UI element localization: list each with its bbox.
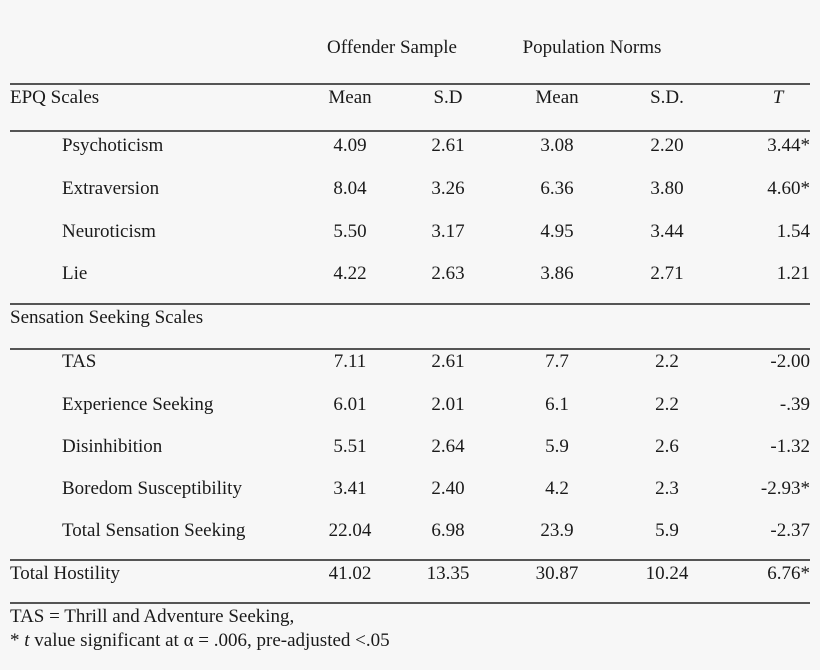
cell-label: Experience Seeking bbox=[62, 394, 214, 415]
section-heading-sss: Sensation Seeking Scales bbox=[10, 307, 204, 328]
cell-t: 4.60* bbox=[767, 178, 810, 199]
cell-sd1: 3.26 bbox=[431, 178, 465, 199]
footnote-significance: * t value significant at α = .006, pre-a… bbox=[10, 630, 390, 651]
col-header-mean-offender: Mean bbox=[328, 87, 372, 108]
cell-sd1: 2.61 bbox=[431, 135, 465, 156]
cell-label: Boredom Susceptibility bbox=[62, 478, 242, 499]
cell-m1: 22.04 bbox=[328, 520, 372, 541]
cell-sd1: 2.64 bbox=[431, 436, 465, 457]
col-header-label: EPQ Scales bbox=[10, 87, 100, 108]
cell-sd1: 2.61 bbox=[431, 351, 465, 372]
col-header-sd-offender: S.D bbox=[433, 87, 463, 108]
cell-m1: 5.51 bbox=[333, 436, 367, 457]
group-header-offender: Offender Sample bbox=[327, 37, 457, 58]
cell-m2: 3.08 bbox=[540, 135, 574, 156]
rule-top bbox=[10, 83, 810, 85]
rule-bottom bbox=[10, 602, 810, 604]
cell-m2: 5.9 bbox=[545, 436, 569, 457]
cell-m1: 4.09 bbox=[333, 135, 367, 156]
cell-sd2: 10.24 bbox=[645, 563, 689, 584]
cell-t: -2.37 bbox=[770, 520, 810, 541]
cell-t: -1.32 bbox=[770, 436, 810, 457]
cell-label: Lie bbox=[62, 263, 88, 284]
cell-sd1: 13.35 bbox=[426, 563, 470, 584]
cell-m2: 7.7 bbox=[545, 351, 569, 372]
cell-t: 6.76* bbox=[767, 563, 810, 584]
cell-sd2: 2.71 bbox=[650, 263, 684, 284]
cell-sd2: 3.44 bbox=[650, 221, 684, 242]
rule-sss bbox=[10, 559, 810, 561]
cell-sd1: 2.01 bbox=[431, 394, 465, 415]
cell-m1: 4.22 bbox=[333, 263, 367, 284]
col-header-mean-population: Mean bbox=[535, 87, 579, 108]
cell-m2: 6.1 bbox=[545, 394, 569, 415]
cell-sd2: 2.3 bbox=[655, 478, 679, 499]
cell-m1: 5.50 bbox=[333, 221, 367, 242]
cell-m2: 30.87 bbox=[535, 563, 579, 584]
rule-sss-heading bbox=[10, 348, 810, 350]
cell-t: 1.54 bbox=[776, 221, 810, 242]
rule-epq bbox=[10, 303, 810, 305]
cell-m1: 8.04 bbox=[333, 178, 367, 199]
cell-sd1: 3.17 bbox=[431, 221, 465, 242]
cell-m1: 41.02 bbox=[328, 563, 372, 584]
cell-sd1: 2.40 bbox=[431, 478, 465, 499]
cell-m1: 6.01 bbox=[333, 394, 367, 415]
cell-sd2: 5.9 bbox=[655, 520, 679, 541]
cell-t: -2.93* bbox=[760, 478, 810, 499]
cell-label: Total Hostility bbox=[10, 563, 121, 584]
cell-label: Extraversion bbox=[62, 178, 160, 199]
col-header-sd-population: S.D. bbox=[650, 87, 684, 108]
cell-m1: 7.11 bbox=[333, 351, 367, 372]
footnote-abbreviation: TAS = Thrill and Adventure Seeking, bbox=[10, 606, 295, 627]
group-header-population: Population Norms bbox=[522, 37, 662, 58]
cell-sd1: 2.63 bbox=[431, 263, 465, 284]
cell-sd2: 2.2 bbox=[655, 394, 679, 415]
cell-m2: 6.36 bbox=[540, 178, 574, 199]
cell-label: Disinhibition bbox=[62, 436, 163, 457]
cell-sd2: 3.80 bbox=[650, 178, 684, 199]
cell-sd2: 2.6 bbox=[655, 436, 679, 457]
cell-m2: 4.2 bbox=[545, 478, 569, 499]
col-header-t: T bbox=[772, 87, 784, 108]
cell-label: Total Sensation Seeking bbox=[62, 520, 246, 541]
cell-t: -.39 bbox=[779, 394, 810, 415]
cell-m1: 3.41 bbox=[333, 478, 367, 499]
cell-t: 1.21 bbox=[776, 263, 810, 284]
cell-sd2: 2.2 bbox=[655, 351, 679, 372]
rule-header bbox=[10, 130, 810, 132]
cell-label: Psychoticism bbox=[62, 135, 164, 156]
cell-sd2: 2.20 bbox=[650, 135, 684, 156]
cell-sd1: 6.98 bbox=[431, 520, 465, 541]
cell-m2: 3.86 bbox=[540, 263, 574, 284]
cell-m2: 23.9 bbox=[540, 520, 574, 541]
cell-t: -2.00 bbox=[770, 351, 810, 372]
cell-label: Neuroticism bbox=[62, 221, 156, 242]
cell-label: TAS bbox=[62, 351, 97, 372]
cell-m2: 4.95 bbox=[540, 221, 574, 242]
cell-t: 3.44* bbox=[767, 135, 810, 156]
